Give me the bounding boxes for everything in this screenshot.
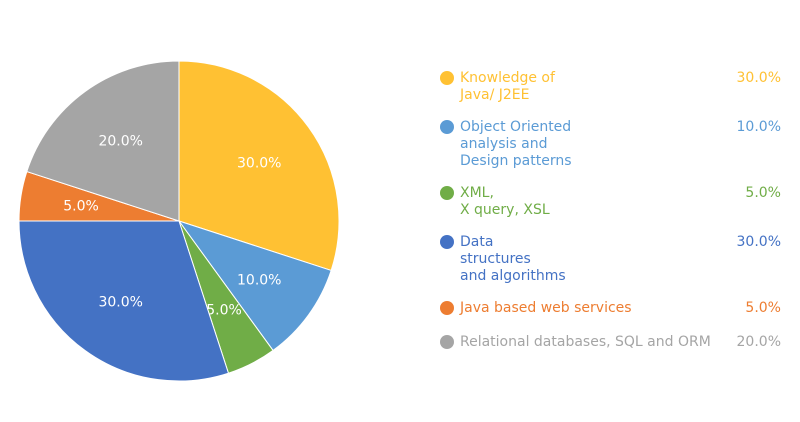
legend-item: Object Oriented analysis and Design patt… bbox=[440, 119, 785, 170]
legend-marker-icon bbox=[440, 235, 454, 249]
pie-chart: 30.0% 10.0% 5.0% 30.0% 5.0% 20.0% bbox=[18, 60, 340, 382]
legend-label: Data structures and algorithms bbox=[460, 234, 566, 284]
data-label: 20.0% bbox=[98, 134, 142, 150]
legend-value: 30.0% bbox=[736, 234, 781, 250]
pie-slice bbox=[26, 60, 180, 222]
legend-marker-icon bbox=[440, 120, 454, 134]
legend-value: 5.0% bbox=[745, 185, 781, 201]
legend-label: Knowledge of Java/ J2EE bbox=[460, 70, 555, 103]
legend: Knowledge of Java/ J2EE 30.0% Object Orien… bbox=[440, 70, 785, 351]
data-label: 5.0% bbox=[206, 302, 242, 318]
pie-slice bbox=[18, 220, 230, 382]
legend-label: Relational databases, SQL and ORM bbox=[460, 334, 711, 350]
legend-label: Java based web services bbox=[460, 300, 632, 316]
data-label: 10.0% bbox=[237, 272, 281, 288]
legend-marker-icon bbox=[440, 186, 454, 200]
legend-value: 20.0% bbox=[736, 334, 781, 350]
legend-item: Java based web services 5.0% bbox=[440, 300, 785, 317]
legend-item: Knowledge of Java/ J2EE 30.0% bbox=[440, 70, 785, 104]
legend-label: XML, X query, XSL bbox=[460, 185, 550, 218]
legend-marker-icon bbox=[440, 301, 454, 315]
legend-value: 30.0% bbox=[736, 70, 781, 86]
legend-marker-icon bbox=[440, 335, 454, 349]
legend-value: 5.0% bbox=[745, 300, 781, 316]
legend-value: 10.0% bbox=[736, 119, 781, 135]
legend-item: Relational databases, SQL and ORM 20.0% bbox=[440, 334, 785, 351]
legend-item: XML, X query, XSL 5.0% bbox=[440, 185, 785, 219]
data-label: 30.0% bbox=[237, 156, 281, 172]
pie-slice bbox=[177, 220, 332, 352]
data-label: 5.0% bbox=[63, 198, 99, 214]
pie-slice bbox=[178, 60, 340, 272]
legend-label: Object Oriented analysis and Design patt… bbox=[460, 119, 572, 169]
legend-item: Data structures and algorithms 30.0% bbox=[440, 234, 785, 285]
legend-marker-icon bbox=[440, 71, 454, 85]
data-label: 30.0% bbox=[98, 294, 142, 310]
